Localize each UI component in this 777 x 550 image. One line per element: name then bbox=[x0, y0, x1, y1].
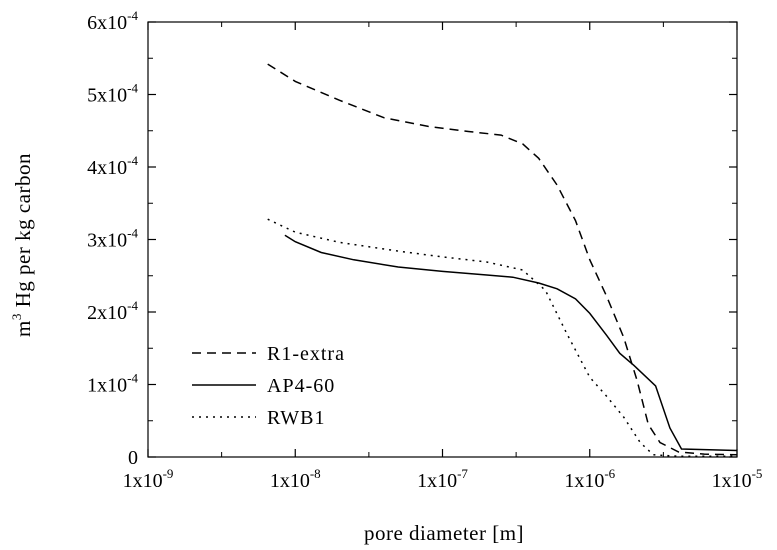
y-tick-mantissa: 4x10 bbox=[87, 157, 127, 179]
y-tick-label: 0 bbox=[128, 447, 138, 469]
x-tick-label: 1x10-9 bbox=[123, 466, 174, 492]
y-tick-exp: -4 bbox=[127, 371, 138, 386]
y-tick-label: 3x10-4 bbox=[87, 226, 138, 252]
y-tick-label: 5x10-4 bbox=[87, 81, 138, 107]
legend-label: R1-extra bbox=[267, 343, 345, 365]
y-tick-exp: -4 bbox=[127, 153, 138, 168]
x-tick-label: 1x10-6 bbox=[564, 466, 615, 492]
y-tick-mantissa: 0 bbox=[128, 447, 138, 469]
x-tick-label: 1x10-7 bbox=[417, 466, 468, 492]
x-tick-label: 1x10-8 bbox=[270, 466, 321, 492]
series-line-rwb1 bbox=[267, 218, 737, 458]
legend-label: RWB1 bbox=[267, 407, 325, 429]
x-tick-mantissa: 1x10 bbox=[123, 470, 163, 492]
y-tick-exp: -4 bbox=[127, 8, 138, 23]
y-tick-mantissa: 1x10 bbox=[87, 375, 127, 397]
y-axis-title-rest: Hg per kg carbon bbox=[11, 153, 35, 313]
y-tick-label: 1x10-4 bbox=[87, 371, 138, 397]
y-tick-label: 2x10-4 bbox=[87, 298, 138, 324]
x-tick-mantissa: 1x10 bbox=[564, 470, 604, 492]
axes bbox=[147, 21, 738, 458]
legend-label: AP4-60 bbox=[267, 375, 335, 397]
x-tick-exp: -6 bbox=[604, 466, 615, 481]
series-line-r1-extra bbox=[267, 63, 738, 456]
y-axis-title-main: m bbox=[11, 320, 35, 337]
y-tick-exp: -4 bbox=[127, 81, 138, 96]
x-tick-exp: -7 bbox=[457, 466, 468, 481]
y-axis-title: m3 Hg per kg carbon bbox=[9, 153, 35, 337]
legend: R1-extra AP4-60 RWB1 bbox=[192, 343, 345, 429]
series-group bbox=[267, 63, 738, 458]
y-tick-mantissa: 6x10 bbox=[87, 12, 127, 34]
y-tick-mantissa: 5x10 bbox=[87, 85, 127, 107]
x-tick-exp: -8 bbox=[310, 466, 321, 481]
x-tick-mantissa: 1x10 bbox=[712, 470, 752, 492]
x-tick-mantissa: 1x10 bbox=[270, 470, 310, 492]
series-line-ap4-60 bbox=[284, 234, 738, 452]
x-tick-mantissa: 1x10 bbox=[417, 470, 457, 492]
ticks: 1x10-9 1x10-8 1x10-7 1x10-6 1x10-501x10-42x1… bbox=[87, 8, 762, 492]
y-tick-exp: -4 bbox=[127, 226, 138, 241]
x-tick-exp: -9 bbox=[163, 466, 174, 481]
y-tick-exp: -4 bbox=[127, 298, 138, 313]
y-tick-label: 4x10-4 bbox=[87, 153, 138, 179]
y-tick-mantissa: 3x10 bbox=[87, 230, 127, 252]
y-tick-mantissa: 2x10 bbox=[87, 302, 127, 324]
x-tick-exp: -5 bbox=[752, 466, 763, 481]
x-tick-label: 1x10-5 bbox=[712, 466, 763, 492]
y-tick-label: 6x10-4 bbox=[87, 8, 138, 34]
plot-frame bbox=[147, 21, 738, 458]
x-axis-title: pore diameter [m] bbox=[364, 521, 524, 545]
y-axis-title-sup: 3 bbox=[9, 313, 24, 320]
